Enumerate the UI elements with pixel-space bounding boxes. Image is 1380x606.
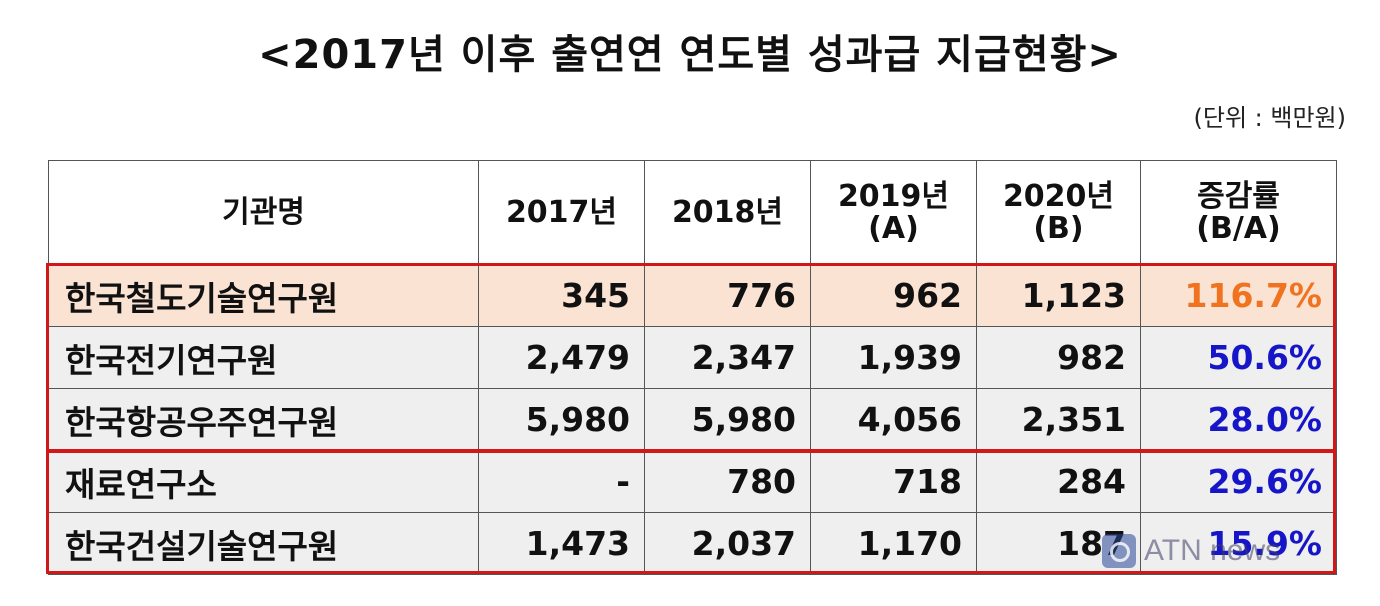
cell-2017: 345 [478, 264, 645, 327]
cell-2019: 1,170 [810, 512, 977, 575]
cell-2019: 4,056 [810, 388, 977, 451]
table-row: 한국전기연구원 2,479 2,347 1,939 982 50.6% [48, 326, 1337, 389]
highlight-box-lower [46, 450, 1336, 574]
table-row: 한국항공우주연구원 5,980 5,980 4,056 2,351 28.0% [48, 388, 1337, 451]
cell-rate: 116.7% [1140, 264, 1337, 327]
cell-2019: 1,939 [810, 326, 977, 389]
watermark: ATN news [1102, 534, 1280, 568]
cell-name: 한국전기연구원 [48, 326, 479, 389]
cell-2017: 1,473 [478, 512, 645, 575]
atn-logo-icon [1102, 534, 1136, 568]
watermark-text: ATN news [1144, 534, 1281, 567]
unit-note: (단위 : 백만원) [1193, 104, 1346, 132]
cell-2020: 284 [976, 450, 1141, 513]
cell-rate: 15.9% [1140, 512, 1337, 575]
highlight-box-upper [46, 263, 1336, 452]
table-header-row: 기관명 2017년 2018년 2019년 (A) 2020년 (B) 증감률 … [48, 160, 1337, 265]
page-title: <2017년 이후 출연연 연도별 성과급 지급현황> [258, 32, 1122, 78]
header-2019: 2019년 (A) [810, 160, 977, 265]
header-institution: 기관명 [48, 160, 479, 265]
table-row: 한국철도기술연구원 345 776 962 1,123 116.7% [48, 264, 1337, 327]
header-rate: 증감률 (B/A) [1140, 160, 1337, 265]
cell-2018: 2,347 [644, 326, 811, 389]
cell-2018: 5,980 [644, 388, 811, 451]
cell-2019: 962 [810, 264, 977, 327]
header-2020: 2020년 (B) [976, 160, 1141, 265]
cell-name: 한국건설기술연구원 [48, 512, 479, 575]
cell-rate: 28.0% [1140, 388, 1337, 451]
table-row: 한국건설기술연구원 1,473 2,037 1,170 187 15.9% [48, 512, 1337, 575]
header-2018: 2018년 [644, 160, 811, 265]
bonus-table: 기관명 2017년 2018년 2019년 (A) 2020년 (B) 증감률 … [48, 160, 1337, 575]
cell-2017: 2,479 [478, 326, 645, 389]
cell-2018: 2,037 [644, 512, 811, 575]
cell-2020: 1,123 [976, 264, 1141, 327]
cell-2017: - [478, 450, 645, 513]
header-2017: 2017년 [478, 160, 645, 265]
cell-2020: 2,351 [976, 388, 1141, 451]
cell-2017: 5,980 [478, 388, 645, 451]
cell-2019: 718 [810, 450, 977, 513]
cell-rate: 50.6% [1140, 326, 1337, 389]
cell-name: 한국항공우주연구원 [48, 388, 479, 451]
